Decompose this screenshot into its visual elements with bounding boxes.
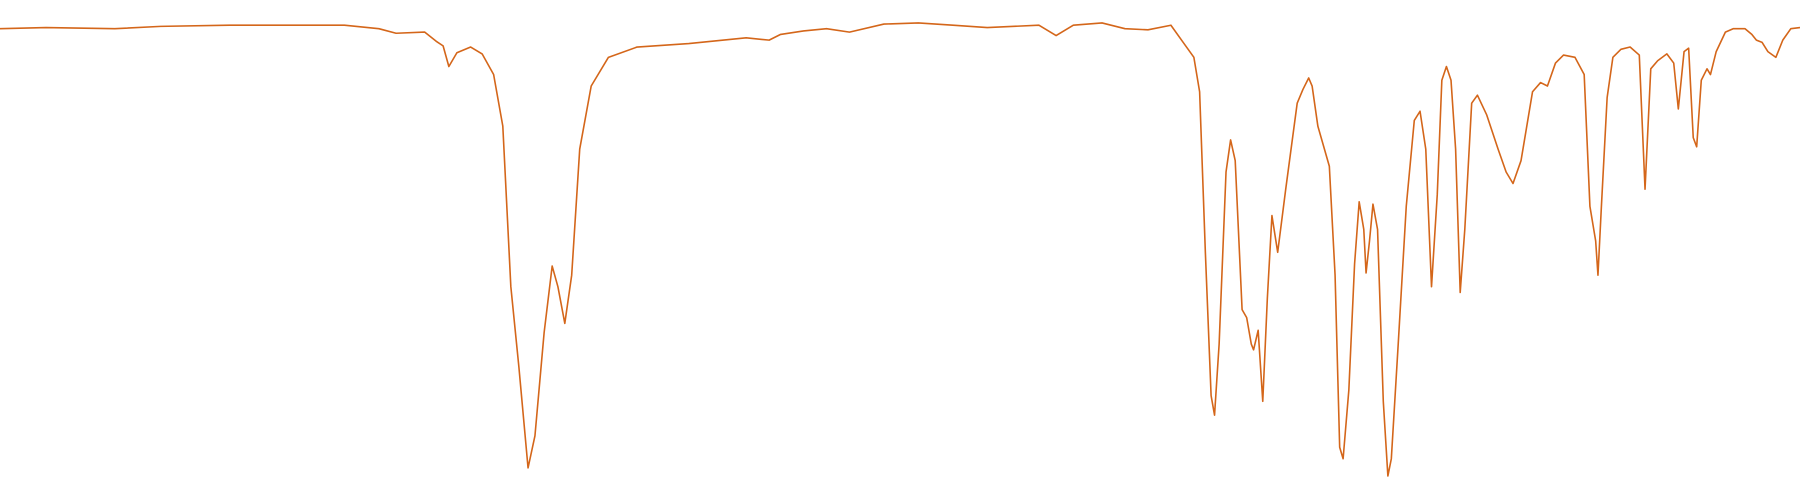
spectrum-line <box>0 22 1800 477</box>
